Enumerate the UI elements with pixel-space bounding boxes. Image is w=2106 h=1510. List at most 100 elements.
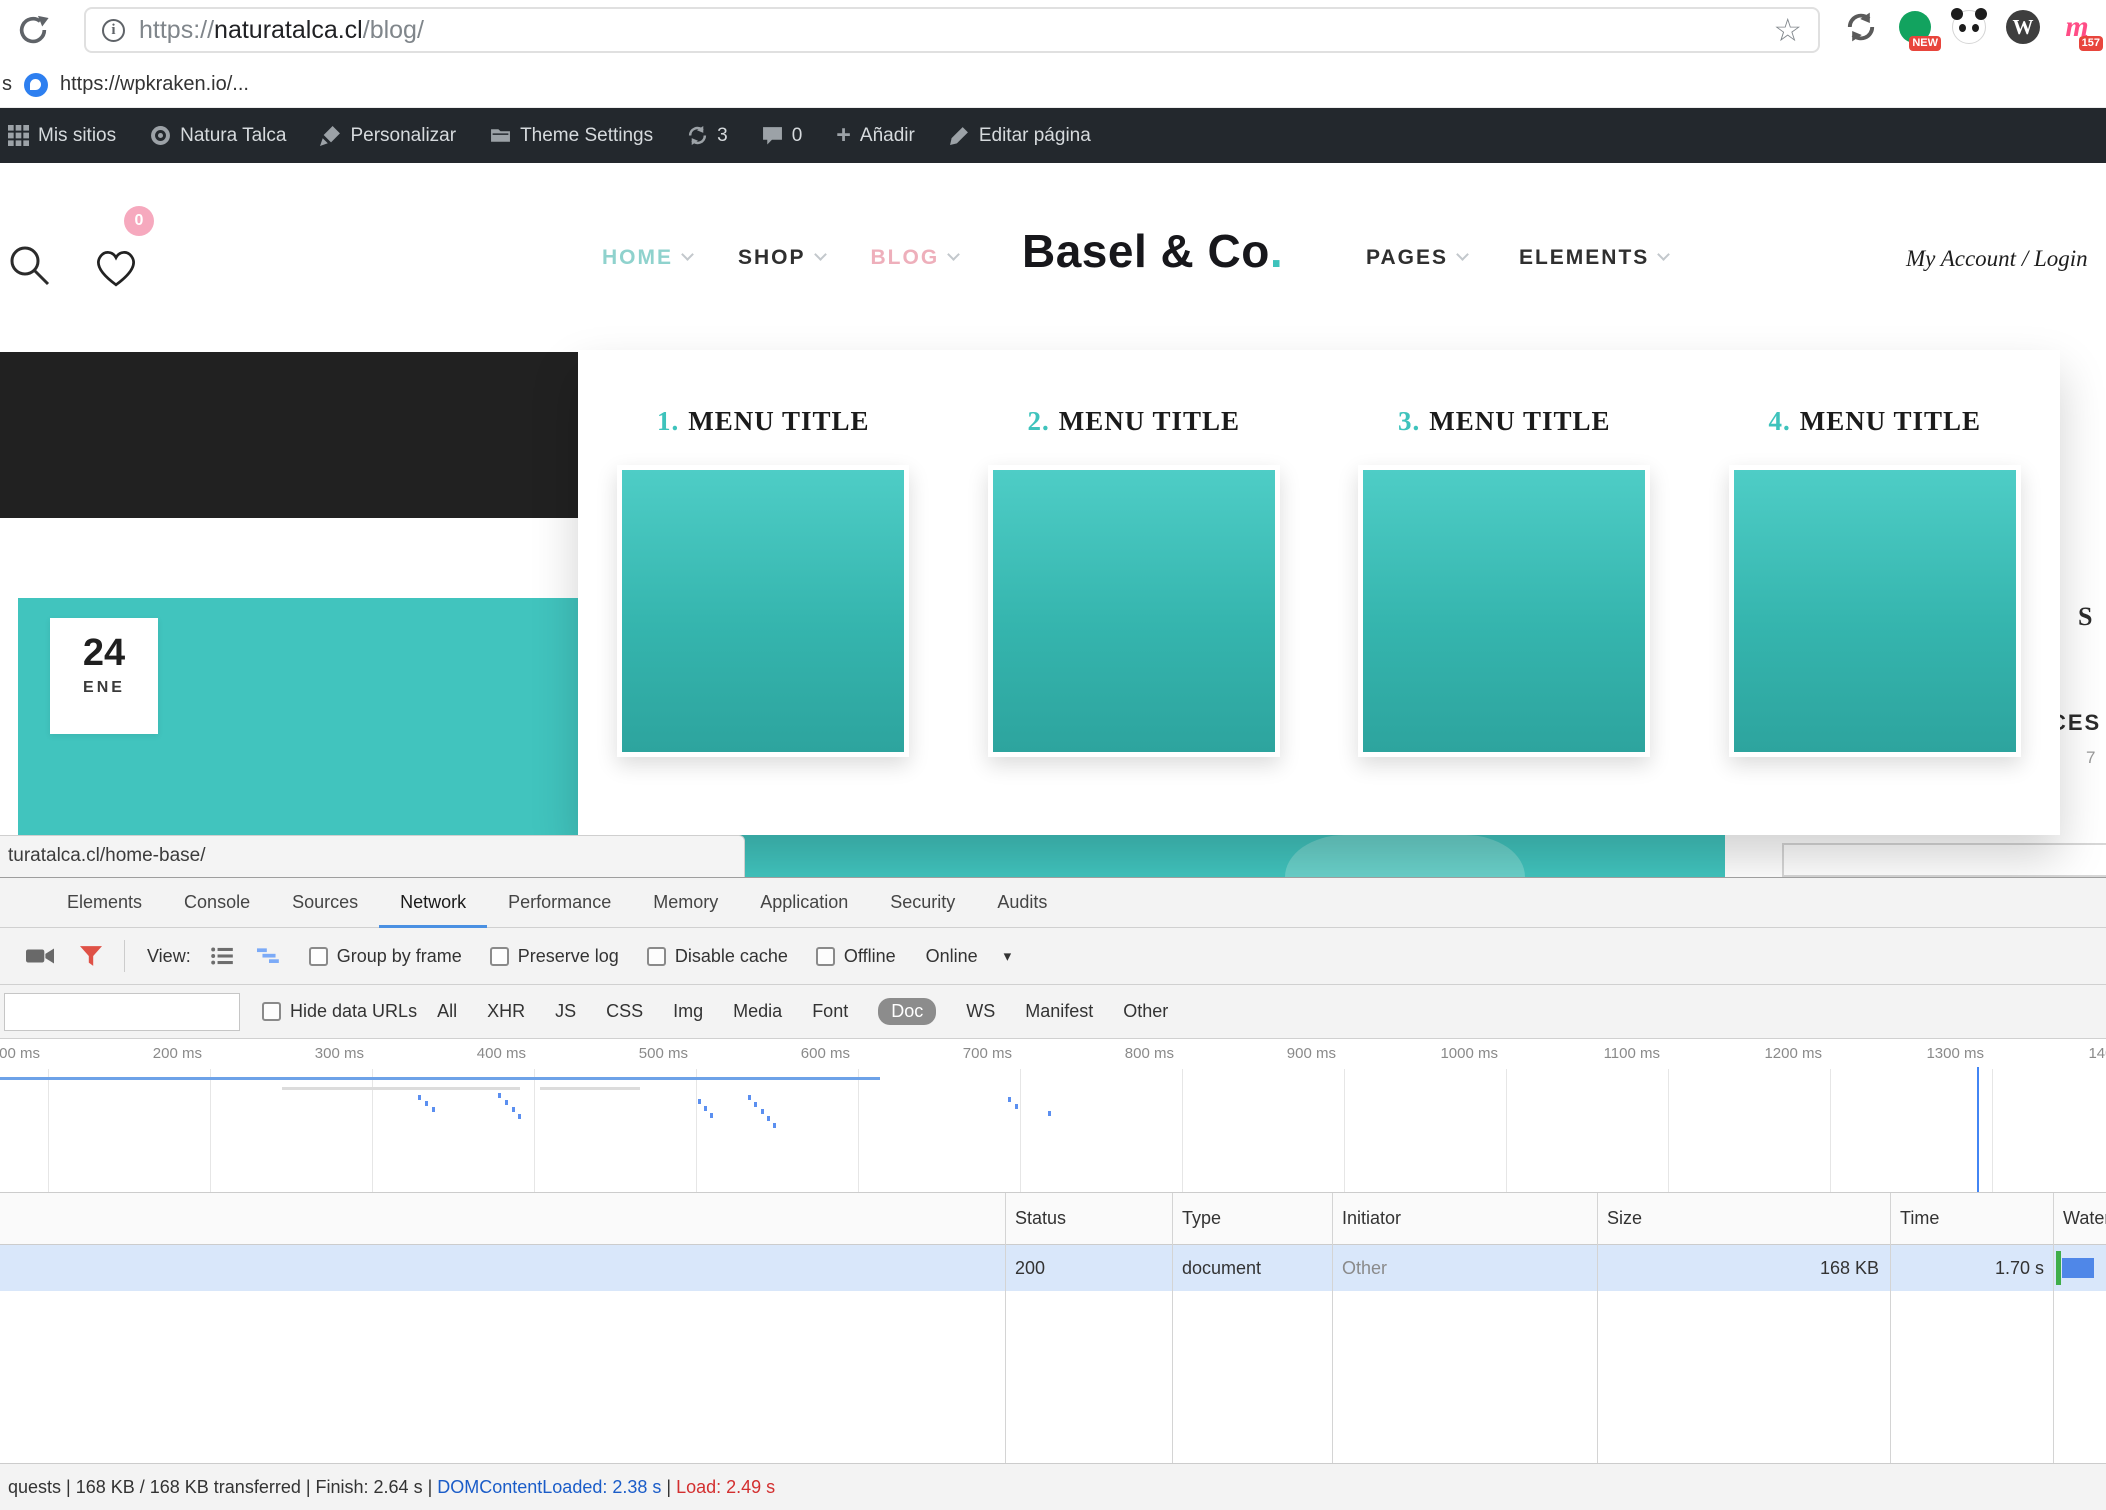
search-icon[interactable] <box>6 242 52 293</box>
my-account-link[interactable]: My Account <box>1906 246 2017 271</box>
adminbar-comments[interactable]: 0 <box>745 108 820 163</box>
filter-js[interactable]: JS <box>555 1001 577 1021</box>
wishlist-heart-icon[interactable] <box>92 244 140 293</box>
tab-console[interactable]: Console <box>184 892 251 912</box>
mega-menu-image[interactable] <box>617 465 910 757</box>
adminbar-customize[interactable]: Personalizar <box>303 108 473 163</box>
adminbar-updates[interactable]: 3 <box>670 108 745 163</box>
request-row-selected[interactable]: 200 document Other 168 KB 1.70 s <box>0 1245 2106 1291</box>
extension-sync-icon[interactable] <box>1842 8 1880 46</box>
mega-menu-heading[interactable]: 4. MENU TITLE <box>1690 406 2061 437</box>
adminbar-my-sites[interactable]: Mis sitios <box>0 108 133 163</box>
address-bar[interactable]: i https://naturatalca.cl/blog/ ☆ <box>84 7 1820 53</box>
filter-funnel-icon[interactable] <box>80 945 102 967</box>
tab-elements[interactable]: Elements <box>67 892 143 912</box>
sidebar-search-box[interactable] <box>1782 843 2106 877</box>
adminbar-site[interactable]: Natura Talca <box>133 108 303 163</box>
waterfall-blue-bar <box>2062 1258 2094 1278</box>
extension-panda-icon[interactable] <box>1950 8 1988 46</box>
site-icon <box>150 125 171 146</box>
preserve-log-checkbox[interactable] <box>489 946 509 966</box>
tab-performance[interactable]: Performance <box>508 892 612 912</box>
filter-doc-active[interactable]: Doc <box>878 998 937 1025</box>
network-filter-input[interactable] <box>4 992 240 1031</box>
mega-menu-number: 4. <box>1768 406 1791 436</box>
nav-elements[interactable]: ELEMENTS <box>1518 246 1671 270</box>
filter-media[interactable]: Media <box>733 1001 783 1021</box>
bookmark-star-icon[interactable]: ☆ <box>1773 12 1802 48</box>
adminbar-edit-page[interactable]: Editar página <box>932 108 1108 163</box>
column-size[interactable]: Size <box>1607 1208 1643 1228</box>
bookmark-item[interactable]: https://wpkraken.io/... <box>60 73 249 95</box>
hide-data-urls-checkbox[interactable] <box>262 1002 281 1021</box>
tab-network[interactable]: Network <box>379 878 488 928</box>
filter-font[interactable]: Font <box>812 1001 849 1021</box>
network-filter-bar: Hide data URLs All XHR JS CSS Img Media … <box>0 985 2106 1039</box>
login-link[interactable]: Login <box>2033 246 2088 271</box>
tab-audits[interactable]: Audits <box>997 892 1048 912</box>
group-by-frame-checkbox[interactable] <box>308 946 328 966</box>
filter-img[interactable]: Img <box>673 1001 704 1021</box>
column-time[interactable]: Time <box>1900 1208 1940 1228</box>
adminbar-new[interactable]: + Añadir <box>819 108 932 163</box>
waterfall-green-bar <box>2056 1251 2061 1285</box>
timeline-gridline <box>696 1069 697 1192</box>
timeline-tick: 900 ms <box>1286 1045 1336 1062</box>
page-info-icon[interactable]: i <box>102 18 125 42</box>
extension-wordpress-icon[interactable]: W <box>2004 8 2042 46</box>
timeline-event-line <box>1977 1067 1979 1192</box>
tab-application[interactable]: Application <box>760 892 849 912</box>
mega-menu-image[interactable] <box>987 465 1280 757</box>
adminbar-theme-settings[interactable]: Theme Settings <box>473 108 670 163</box>
column-waterfall[interactable]: Waterfall <box>2063 1208 2106 1228</box>
mega-menu-heading[interactable]: 2. MENU TITLE <box>949 406 1320 437</box>
view-label: View: <box>147 945 191 966</box>
extension-m-icon[interactable]: m 157 <box>2058 8 2103 51</box>
mega-menu-number: 2. <box>1027 406 1050 436</box>
filter-css[interactable]: CSS <box>606 1001 644 1021</box>
filter-all[interactable]: All <box>437 1001 458 1021</box>
screencast-camera-icon[interactable] <box>26 945 54 967</box>
column-type[interactable]: Type <box>1182 1208 1222 1228</box>
extension-new-icon[interactable]: NEW <box>1896 8 1941 51</box>
reload-icon[interactable] <box>16 13 50 52</box>
brush-icon <box>320 125 341 146</box>
mega-menu-heading[interactable]: 1. MENU TITLE <box>578 406 949 437</box>
account-separator: / <box>2016 246 2034 271</box>
throttling-dropdown[interactable]: Online ▾ <box>926 946 1012 967</box>
devtools-panel: Elements Console Sources Network Perform… <box>0 877 2106 1510</box>
nav-shop[interactable]: SHOP <box>738 246 827 270</box>
filter-ws[interactable]: WS <box>966 1001 996 1021</box>
primary-nav-left: HOME SHOP BLOG <box>602 246 961 270</box>
nav-elements-label: ELEMENTS <box>1518 246 1650 269</box>
view-waterfall-icon[interactable] <box>256 946 281 966</box>
view-list-icon[interactable] <box>210 946 235 966</box>
nav-pages[interactable]: PAGES <box>1366 246 1469 270</box>
filter-manifest[interactable]: Manifest <box>1025 1001 1094 1021</box>
mega-menu-image[interactable] <box>1358 465 1651 757</box>
tab-security[interactable]: Security <box>890 892 956 912</box>
extension-m-badge: 157 <box>2078 36 2103 51</box>
offline-checkbox[interactable] <box>815 946 835 966</box>
column-initiator[interactable]: Initiator <box>1342 1208 1402 1228</box>
disable-cache-checkbox[interactable] <box>646 946 666 966</box>
filter-xhr[interactable]: XHR <box>487 1001 526 1021</box>
site-logo[interactable]: Basel & Co. <box>1022 224 1283 278</box>
bookmark-cut-label[interactable]: s <box>2 73 12 95</box>
disable-cache-option: Disable cache <box>646 946 788 967</box>
nav-blog[interactable]: BLOG <box>870 246 961 270</box>
filter-other[interactable]: Other <box>1123 1001 1169 1021</box>
tab-memory[interactable]: Memory <box>653 892 719 912</box>
column-separator <box>1890 1193 1891 1463</box>
tab-sources[interactable]: Sources <box>292 892 359 912</box>
nav-blog-label: BLOG <box>870 246 940 269</box>
nav-home[interactable]: HOME <box>602 246 694 270</box>
network-overview-timeline[interactable]: 100 ms 200 ms 300 ms 400 ms 500 ms 600 m… <box>0 1039 2106 1193</box>
mega-menu-image[interactable] <box>1728 465 2021 757</box>
url-text[interactable]: https://naturatalca.cl/blog/ <box>139 16 424 45</box>
caret-down-icon: ▾ <box>1003 948 1012 965</box>
mega-menu-heading[interactable]: 3. MENU TITLE <box>1319 406 1690 437</box>
comment-icon <box>762 125 783 146</box>
mega-menu-number: 3. <box>1397 406 1421 436</box>
column-status[interactable]: Status <box>1015 1208 1067 1228</box>
